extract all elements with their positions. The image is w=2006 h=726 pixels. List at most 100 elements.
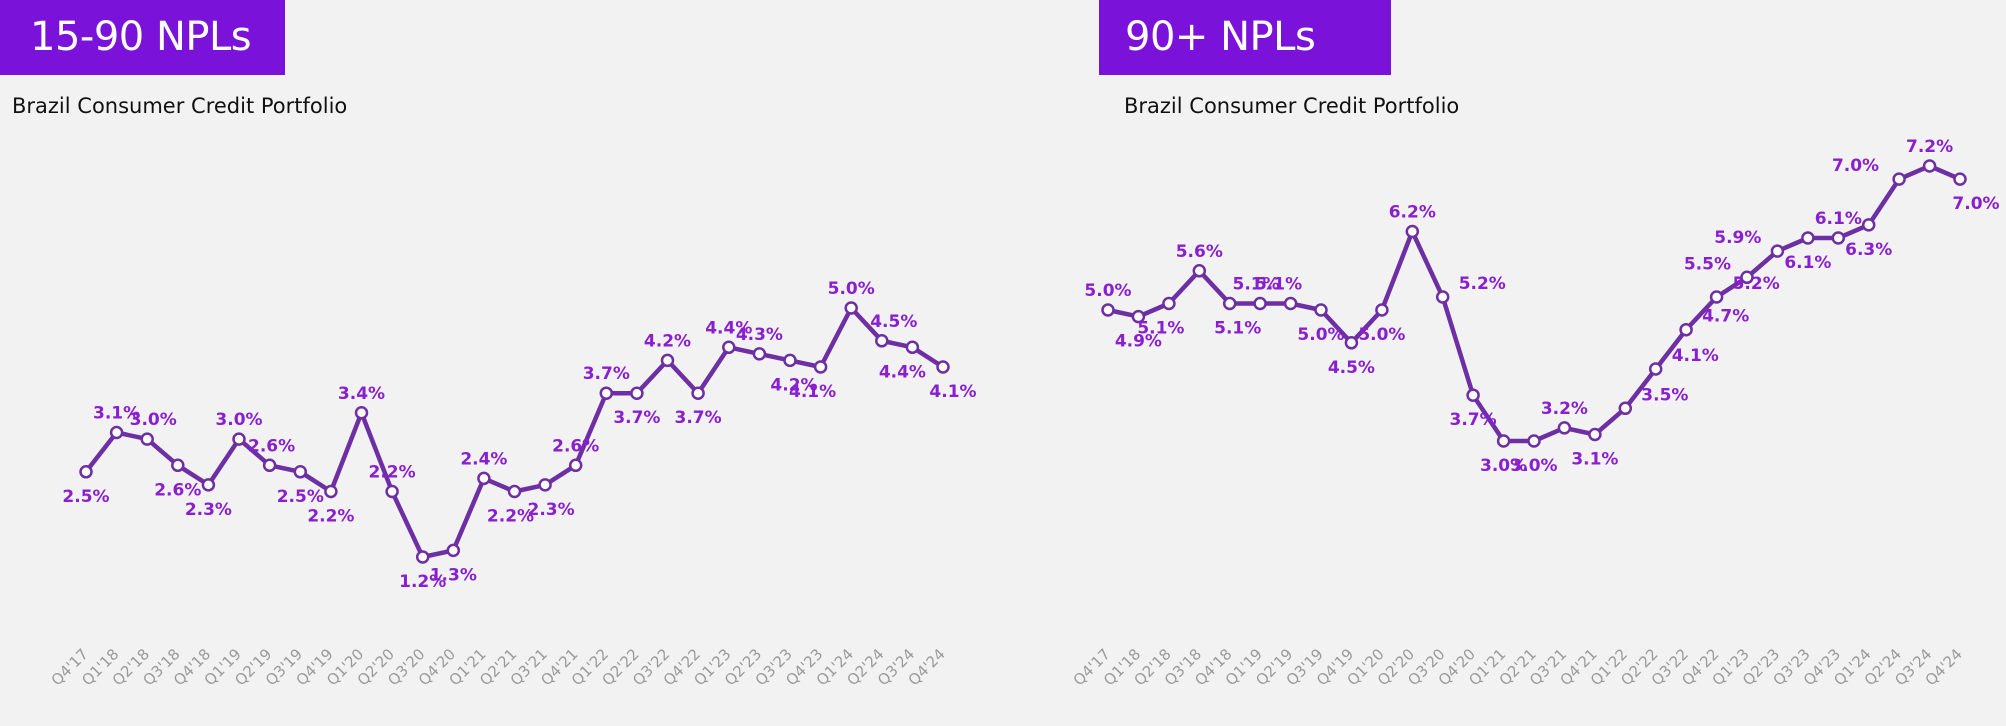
data-label: 3.7%: [1450, 410, 1497, 430]
data-point: [1496, 434, 1511, 448]
data-label: 3.0%: [130, 410, 177, 430]
data-point: [1222, 296, 1237, 311]
data-label: 6.2%: [1389, 203, 1436, 223]
data-label: 4.2%: [644, 331, 691, 351]
data-label: 5.9%: [1714, 228, 1761, 248]
data-label: 5.6%: [1176, 242, 1223, 262]
data-label: 3.7%: [613, 408, 660, 428]
data-point: [1557, 421, 1572, 435]
data-label: 3.5%: [1641, 385, 1688, 405]
data-label: 5.1%: [1255, 275, 1302, 295]
data-label: 5.1%: [1233, 275, 1280, 295]
data-point: [1101, 303, 1115, 317]
data-label: 2.6%: [552, 436, 599, 456]
data-label: 5.0%: [828, 279, 875, 299]
data-point: [538, 478, 552, 492]
data-label: 3.0%: [215, 410, 262, 430]
data-point: [1527, 434, 1541, 448]
data-label: 4.1%: [1672, 346, 1719, 366]
data-point: [599, 386, 614, 400]
data-label: 6.1%: [1815, 209, 1862, 229]
data-point: [630, 386, 644, 400]
chart-subtitle: Brazil Consumer Credit Portfolio: [12, 94, 348, 118]
data-point: [1466, 388, 1480, 402]
data-point: [477, 471, 491, 486]
data-label: 5.2%: [1733, 274, 1780, 294]
data-label: 2.4%: [460, 449, 507, 469]
data-label: 4.4%: [879, 362, 926, 382]
chart-subtitle: Brazil Consumer Credit Portfolio: [1124, 94, 1460, 118]
data-point: [1648, 362, 1663, 376]
data-point: [1405, 224, 1420, 239]
data-label: 7.0%: [1952, 194, 1999, 214]
data-point: [1709, 290, 1724, 304]
data-point: [324, 484, 338, 499]
data-point: [385, 484, 399, 499]
data-point: [936, 360, 950, 374]
data-label: 3.0%: [1510, 456, 1557, 476]
data-label: 1.2%: [399, 572, 446, 592]
data-point: [1740, 270, 1754, 285]
data-point: [354, 406, 369, 420]
data-point: [1892, 172, 1906, 186]
data-label: 4.2%: [770, 375, 817, 395]
data-label: 4.9%: [1115, 332, 1162, 352]
data-point: [79, 465, 93, 479]
chart-panel-15-90: 15-90 NPLs Brazil Consumer Credit Portfo…: [0, 0, 977, 689]
data-point: [109, 425, 124, 440]
data-label: 2.6%: [248, 436, 295, 456]
data-point: [1801, 231, 1815, 245]
data-point: [691, 386, 705, 400]
data-label: 2.2%: [369, 463, 416, 483]
data-label: 3.7%: [583, 364, 630, 384]
data-point: [232, 432, 246, 446]
data-point: [722, 340, 736, 355]
data-label: 4.5%: [1328, 358, 1375, 378]
data-point: [844, 301, 858, 315]
data-label: 2.2%: [487, 507, 534, 527]
data-label: 5.1%: [1214, 319, 1261, 339]
data-label: 5.5%: [1684, 254, 1731, 274]
data-label: 6.3%: [1845, 240, 1892, 260]
data-point: [140, 432, 154, 446]
data-label: 4.7%: [1702, 307, 1749, 327]
data-label: 2.6%: [154, 480, 201, 500]
data-point: [1861, 218, 1876, 232]
data-label: 6.1%: [1784, 253, 1831, 273]
chart-panel-90-plus: 90+ NPLs Brazil Consumer Credit Portfoli…: [1003, 0, 2006, 726]
data-point: [1588, 427, 1602, 442]
data-label: 3.1%: [1571, 450, 1618, 470]
data-label: 3.7%: [675, 408, 722, 428]
data-label: 2.5%: [277, 487, 324, 507]
data-label: 3.1%: [93, 404, 140, 424]
data-label: 5.0%: [1297, 325, 1344, 345]
data-label: 2.3%: [185, 500, 232, 520]
data-point: [1192, 264, 1207, 278]
data-label: 5.0%: [1358, 325, 1405, 345]
data-label: 2.2%: [307, 507, 354, 527]
data-point: [1314, 303, 1328, 317]
data-point: [1253, 296, 1267, 311]
chart-title: 15-90 NPLs: [0, 0, 285, 75]
data-point: [1618, 401, 1633, 416]
data-point: [1922, 159, 1937, 173]
data-point: [1435, 290, 1450, 304]
data-point: [783, 353, 797, 368]
data-point: [1831, 231, 1846, 245]
data-point: [1283, 296, 1298, 311]
data-label: 2.3%: [528, 500, 575, 520]
data-label: 5.2%: [1459, 274, 1506, 294]
data-label: 4.1%: [789, 382, 836, 402]
data-label: 4.3%: [736, 325, 783, 345]
data-label: 7.0%: [1832, 156, 1879, 176]
data-point: [660, 353, 675, 368]
data-point: [905, 340, 920, 355]
line-chart-90-plus-npls: 5.0%Q4'174.9%Q1'185.1%Q2'185.6%Q3'185.1%…: [1070, 137, 2000, 689]
data-point: [446, 543, 461, 558]
data-point: [507, 484, 522, 499]
data-label: 2.5%: [62, 487, 109, 507]
data-label: 5.1%: [1137, 319, 1184, 339]
data-label: 7.2%: [1906, 137, 1953, 157]
data-point: [1770, 244, 1785, 258]
data-point: [415, 550, 430, 564]
